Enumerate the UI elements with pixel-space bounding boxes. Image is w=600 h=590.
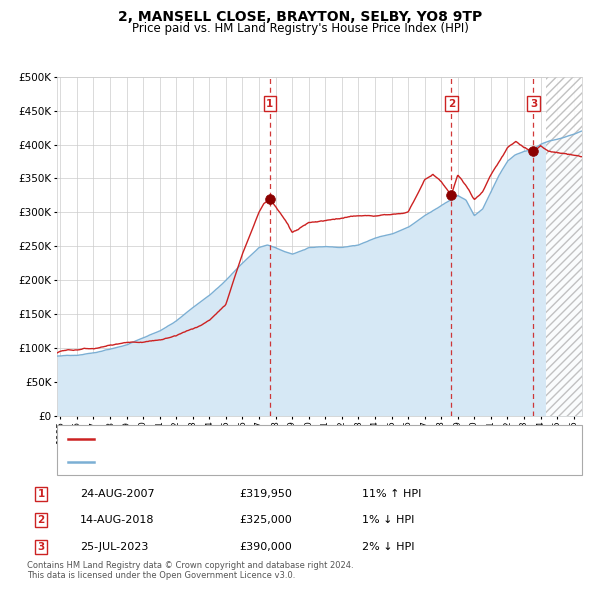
Text: Price paid vs. HM Land Registry's House Price Index (HPI): Price paid vs. HM Land Registry's House … — [131, 22, 469, 35]
Text: 2: 2 — [37, 515, 44, 525]
Text: £325,000: £325,000 — [239, 515, 292, 525]
Text: 14-AUG-2018: 14-AUG-2018 — [80, 515, 155, 525]
Text: £390,000: £390,000 — [239, 542, 292, 552]
Text: 25-JUL-2023: 25-JUL-2023 — [80, 542, 148, 552]
FancyBboxPatch shape — [57, 425, 582, 475]
Text: HPI: Average price, detached house, North Yorkshire: HPI: Average price, detached house, Nort… — [101, 457, 362, 467]
Text: £319,950: £319,950 — [239, 489, 292, 499]
Text: 1: 1 — [37, 489, 44, 499]
Text: 2, MANSELL CLOSE, BRAYTON, SELBY, YO8 9TP (detached house): 2, MANSELL CLOSE, BRAYTON, SELBY, YO8 9T… — [101, 434, 424, 444]
Text: 3: 3 — [37, 542, 44, 552]
Text: 1: 1 — [266, 99, 274, 109]
Text: 3: 3 — [530, 99, 537, 109]
Text: Contains HM Land Registry data © Crown copyright and database right 2024.
This d: Contains HM Land Registry data © Crown c… — [27, 560, 353, 580]
Text: 2: 2 — [448, 99, 455, 109]
Text: 2% ↓ HPI: 2% ↓ HPI — [362, 542, 415, 552]
Text: 2, MANSELL CLOSE, BRAYTON, SELBY, YO8 9TP: 2, MANSELL CLOSE, BRAYTON, SELBY, YO8 9T… — [118, 10, 482, 24]
Text: 1% ↓ HPI: 1% ↓ HPI — [362, 515, 414, 525]
Text: 24-AUG-2007: 24-AUG-2007 — [80, 489, 155, 499]
Text: 11% ↑ HPI: 11% ↑ HPI — [362, 489, 421, 499]
